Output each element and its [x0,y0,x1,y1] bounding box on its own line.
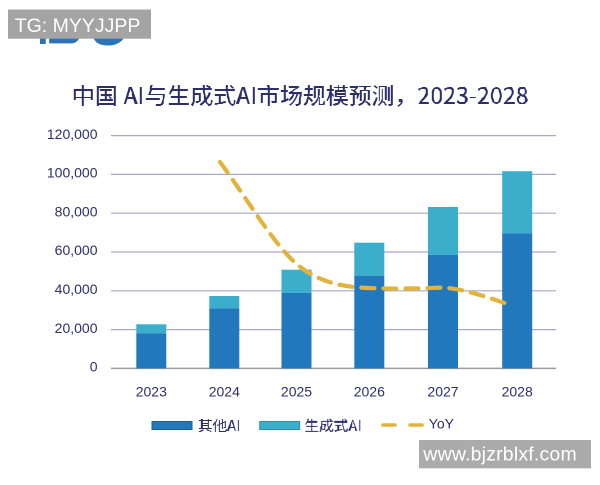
svg-text:2024: 2024 [209,384,240,400]
svg-text:40,000: 40,000 [55,281,98,297]
svg-text:TG: MYYJJPP: TG: MYYJJPP [15,15,141,37]
svg-text:60,000: 60,000 [55,242,98,258]
svg-text:2028: 2028 [502,384,533,400]
svg-text:120,000: 120,000 [47,126,98,142]
svg-text:20,000: 20,000 [55,320,98,336]
svg-text:2025: 2025 [281,384,312,400]
svg-text:0: 0 [90,359,98,375]
svg-text:www.bjzrblxf.com: www.bjzrblxf.com [422,444,576,466]
svg-text:YoY: YoY [429,416,455,432]
svg-text:2027: 2027 [427,384,458,400]
svg-text:2023: 2023 [136,384,167,400]
svg-text:100,000: 100,000 [47,165,98,181]
svg-text:80,000: 80,000 [55,203,98,219]
svg-text:2026: 2026 [354,384,385,400]
